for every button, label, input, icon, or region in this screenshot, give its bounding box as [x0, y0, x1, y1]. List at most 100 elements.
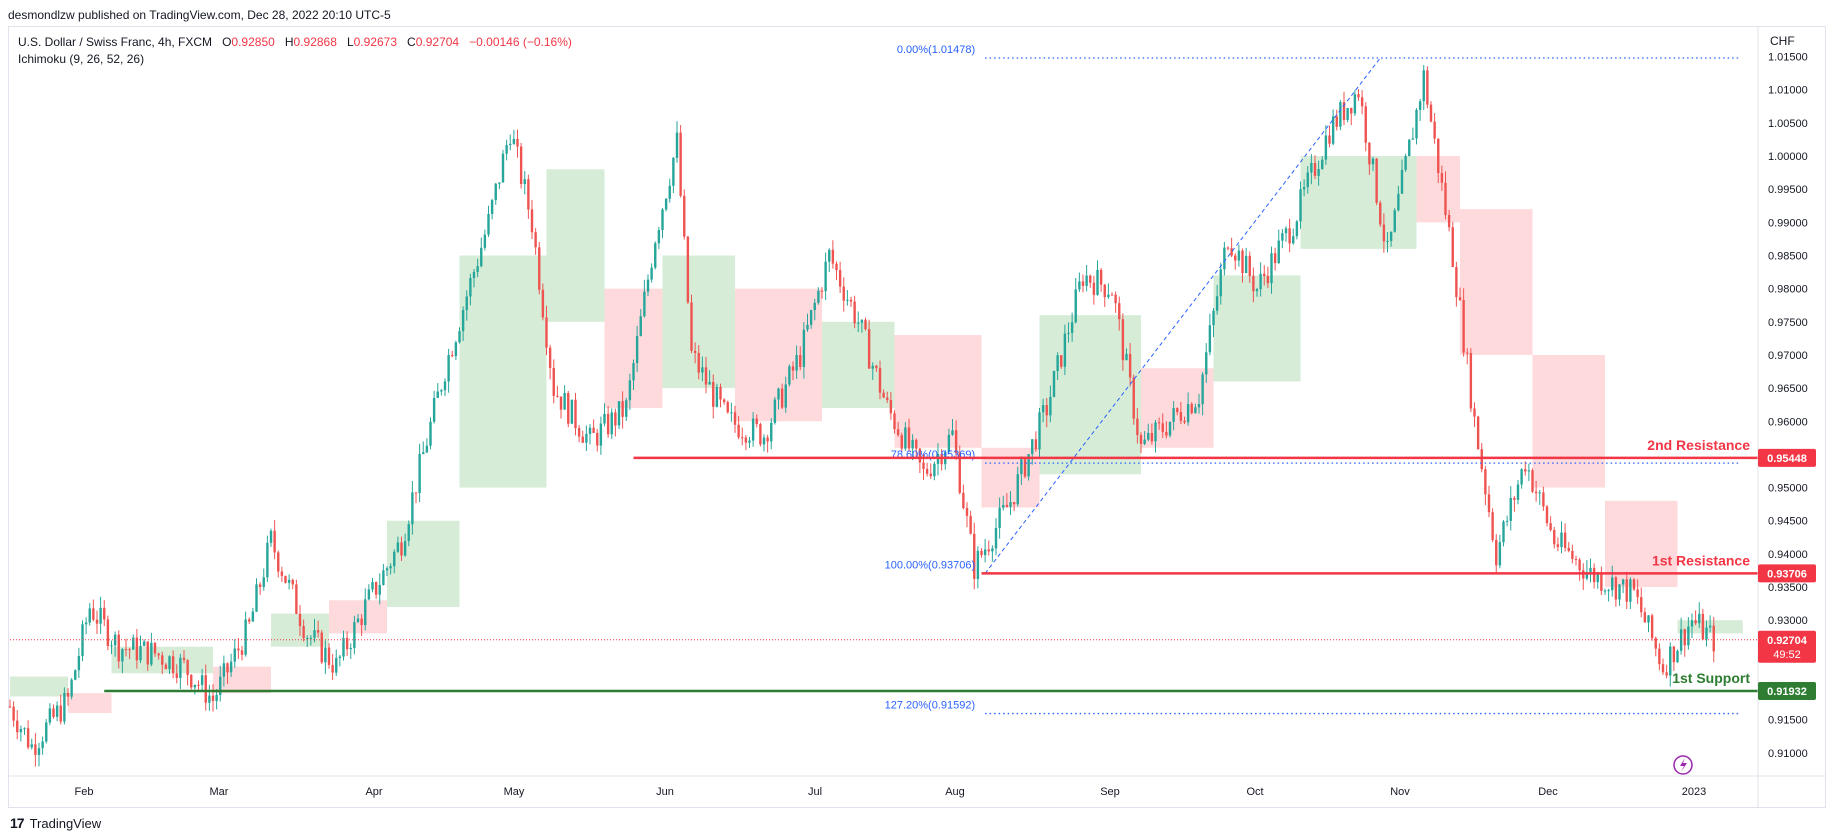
candle: [1357, 89, 1360, 101]
candle-body: [1052, 371, 1056, 397]
candle: [1411, 127, 1415, 140]
candle-body: [1339, 102, 1342, 127]
x-tick-label: Nov: [1390, 786, 1410, 798]
candle: [1516, 479, 1520, 505]
candle: [1455, 261, 1458, 307]
candle: [577, 425, 581, 443]
candle-body: [1346, 107, 1349, 120]
candle: [331, 654, 334, 681]
candle: [1397, 185, 1400, 212]
candle: [1342, 91, 1346, 126]
candle: [759, 422, 762, 447]
candle-body: [128, 649, 131, 651]
candle-body: [345, 637, 349, 650]
candle-body: [88, 608, 91, 623]
candle: [770, 418, 773, 450]
current-price-value: 0.92704: [1767, 635, 1808, 647]
lightning-icon[interactable]: [1673, 755, 1693, 775]
candle-body: [835, 263, 838, 271]
candle: [603, 403, 606, 427]
candle: [1263, 265, 1266, 286]
candle-body: [494, 183, 497, 201]
candle: [1150, 423, 1154, 445]
candle: [1404, 153, 1407, 172]
candle-body: [748, 440, 751, 443]
candle-body: [534, 232, 537, 248]
candle-body: [1310, 162, 1313, 173]
candle: [269, 528, 273, 547]
candle: [766, 434, 769, 453]
y-tick-label: 0.91500: [1768, 715, 1808, 727]
candle-body: [1437, 138, 1440, 174]
candle: [1136, 408, 1139, 444]
candle-body: [610, 412, 613, 435]
candle: [712, 374, 715, 419]
candle: [1009, 490, 1012, 516]
candle-body: [124, 649, 128, 651]
candle-body: [853, 301, 856, 324]
candle-body: [1194, 407, 1197, 414]
symbol-line[interactable]: U.S. Dollar / Swiss Franc, 4h, FXCM O0.9…: [18, 34, 572, 51]
candle: [1458, 287, 1462, 302]
candle: [1705, 620, 1708, 647]
candle-body: [1034, 439, 1038, 450]
candle-body: [973, 533, 976, 580]
candle-body: [1418, 101, 1422, 110]
candle: [458, 327, 461, 344]
candle: [675, 121, 679, 163]
candle-body: [1005, 504, 1009, 508]
level-price-tag-bg: [1758, 681, 1816, 700]
candle: [1139, 432, 1143, 454]
candle: [1513, 496, 1516, 512]
candle: [179, 653, 182, 690]
candle: [1694, 610, 1697, 626]
candle-body: [30, 744, 33, 748]
candle: [374, 581, 378, 599]
candle-body: [164, 664, 168, 670]
x-tick-label: Dec: [1538, 786, 1558, 798]
candle: [77, 647, 81, 679]
candle: [1393, 207, 1396, 233]
candle-body: [592, 427, 595, 433]
x-tick-label: Jul: [808, 786, 822, 798]
candle: [1183, 416, 1186, 425]
candle-body: [770, 422, 773, 442]
candle-body: [1263, 273, 1266, 276]
candle: [121, 648, 124, 674]
candle-body: [907, 427, 911, 449]
x-tick-label: Mar: [210, 786, 229, 798]
candle: [364, 588, 367, 631]
candle-body: [472, 272, 476, 278]
candle: [1067, 322, 1070, 343]
y-tick-label: 0.99000: [1768, 217, 1808, 229]
current-price-tag-bg: [1758, 630, 1816, 663]
candle: [440, 388, 443, 396]
indicator-line[interactable]: Ichimoku (9, 26, 52, 26): [18, 52, 145, 66]
candle-body: [135, 637, 139, 661]
candle-body: [1683, 629, 1686, 646]
candle: [103, 600, 106, 627]
candle-body: [538, 247, 541, 290]
candle: [1386, 232, 1389, 253]
candle: [1172, 401, 1175, 431]
candle: [1255, 287, 1259, 297]
candle-body: [962, 492, 965, 509]
candle-body: [335, 657, 338, 673]
y-tick-label: 1.00000: [1768, 151, 1808, 163]
candle: [1444, 171, 1447, 220]
tradingview-brand[interactable]: 17 TradingView: [10, 815, 101, 831]
candle-body: [509, 143, 512, 146]
candle-body: [1306, 172, 1309, 188]
y-tick-label: 0.93500: [1768, 582, 1808, 594]
candle-body: [1266, 275, 1270, 284]
candle-body: [16, 720, 19, 733]
candle: [813, 298, 816, 321]
candle: [864, 317, 867, 331]
candle-body: [650, 267, 653, 280]
candle-body: [737, 424, 740, 438]
open-label: O: [222, 35, 232, 49]
candle: [907, 418, 911, 452]
candle-body: [1357, 94, 1360, 98]
candle-body: [672, 157, 675, 186]
